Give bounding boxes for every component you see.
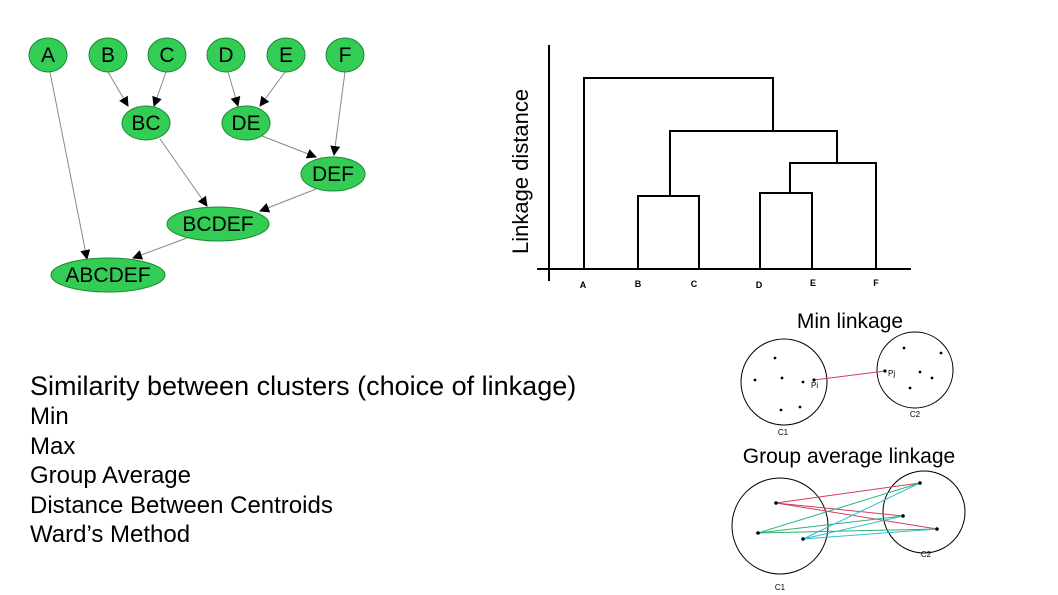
min-cluster-c1 <box>740 338 828 426</box>
link-b-c <box>637 195 700 269</box>
min-c2-label: C2 <box>910 410 921 419</box>
svg-text:D: D <box>218 44 233 67</box>
min-c1-label: C1 <box>778 428 789 437</box>
avg-links <box>757 482 938 540</box>
edge-d-de <box>227 71 241 107</box>
svg-text:F: F <box>339 44 352 67</box>
svg-text:BCDEF: BCDEF <box>182 213 253 236</box>
linkage-list: Similarity between clusters (choice of l… <box>30 370 576 550</box>
link-d-e <box>759 192 813 269</box>
min-point-pi: Pi <box>811 381 818 390</box>
leaf-label-f: F <box>873 278 879 288</box>
leaf-label-b: B <box>635 279 642 289</box>
link-bc-def <box>669 130 838 196</box>
avg-c2-label: C2 <box>921 550 932 559</box>
min-points <box>753 346 943 412</box>
leaf-label-a: A <box>580 280 587 290</box>
edge-b-bc <box>107 71 129 107</box>
min-link-line <box>813 370 886 381</box>
dendrogram-y-label: Linkage distance <box>508 89 533 254</box>
dendrogram-leaf-labels: A B C D E F <box>580 278 880 290</box>
node-e: E <box>266 37 306 73</box>
node-bc: BC <box>121 105 171 141</box>
node-bcdef: BCDEF <box>166 206 270 242</box>
svg-text:E: E <box>279 44 293 67</box>
graph-edges <box>49 71 346 260</box>
linkage-item-max: Max <box>30 432 76 460</box>
node-def: DEF <box>300 156 366 192</box>
avg-cluster-c2 <box>882 470 966 554</box>
avg-points <box>756 481 939 541</box>
min-point-pj: Pj <box>888 369 895 378</box>
svg-text:BC: BC <box>131 112 160 135</box>
edge-f-def <box>330 71 346 156</box>
min-cluster-c2 <box>876 331 954 409</box>
svg-text:A: A <box>41 44 55 67</box>
leaf-label-e: E <box>810 278 816 288</box>
svg-text:B: B <box>101 44 115 67</box>
leaf-label-c: C <box>691 279 698 289</box>
edge-def-bcdef <box>259 188 317 213</box>
svg-text:DEF: DEF <box>312 163 354 186</box>
link-a-bcdef <box>583 77 774 269</box>
leaf-label-d: D <box>756 280 763 290</box>
min-linkage-title: Min linkage <box>797 310 903 333</box>
dendrogram: Linkage distance A B C D E F <box>508 45 911 290</box>
edge-bc-bcdef <box>159 138 208 207</box>
dendrogram-links <box>583 77 877 269</box>
node-f: F <box>325 37 365 73</box>
group-average-figure: Group average linkage C1 C2 <box>731 445 966 592</box>
min-linkage-figure: Min linkage Pi Pj C1 C2 <box>740 310 954 437</box>
linkage-item-centroids: Distance Between Centroids <box>30 491 333 519</box>
node-a: A <box>28 37 68 73</box>
avg-cluster-c1 <box>731 477 829 575</box>
edge-a-abcdef <box>49 71 91 260</box>
linkage-item-group-average: Group Average <box>30 462 192 489</box>
node-de: DE <box>221 105 271 141</box>
edge-e-de <box>259 71 286 107</box>
graph-nodes: A B C D E F BC <box>28 37 366 293</box>
svg-text:ABCDEF: ABCDEF <box>65 264 150 287</box>
linkage-list-heading: Similarity between clusters (choice of l… <box>30 371 577 401</box>
linkage-item-ward: Ward’s Method <box>30 521 191 548</box>
svg-text:DE: DE <box>231 112 260 135</box>
svg-text:C: C <box>159 44 174 67</box>
node-abcdef: ABCDEF <box>50 257 166 293</box>
group-average-title: Group average linkage <box>743 445 955 468</box>
node-b: B <box>88 37 128 73</box>
edge-c-bc <box>152 71 167 107</box>
linkage-item-min: Min <box>30 403 69 430</box>
node-d: D <box>206 37 246 73</box>
edge-de-def <box>261 135 317 159</box>
link-de-f <box>789 162 877 269</box>
node-c: C <box>147 37 187 73</box>
avg-c1-label: C1 <box>775 583 786 592</box>
cluster-graph: A B C D E F BC <box>28 37 366 293</box>
edge-bcdef-abcdef <box>132 237 188 260</box>
